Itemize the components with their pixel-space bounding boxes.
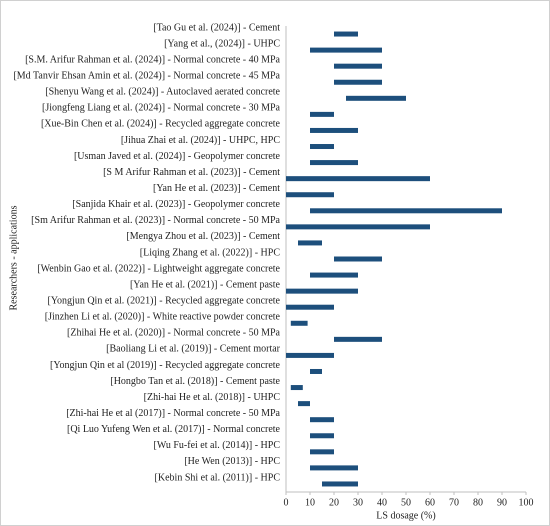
bar	[310, 47, 382, 53]
bar	[334, 79, 382, 85]
bar	[334, 256, 382, 262]
y-tick-label: [Liqing Zhang et al. (2022)] - HPC	[140, 247, 281, 258]
x-tick-label: 10	[305, 497, 315, 508]
y-tick-label: [S M Arifur Rahman et al. (2023)] - Ceme…	[103, 167, 280, 178]
y-tick-label: [Tao Gu et al. (2024)] - Cement	[153, 22, 280, 33]
x-tick-label: 40	[377, 497, 387, 508]
bar	[298, 401, 310, 407]
y-tick-label: [Md Tanvir Ehsan Amin et al. (2024)] - N…	[13, 71, 280, 82]
bar	[286, 288, 358, 294]
bar	[334, 31, 358, 37]
bar	[286, 224, 430, 230]
y-tick-label: [Hongbo Tan et al. (2018)] - Cement past…	[110, 376, 280, 387]
y-tick-label: [Jihua Zhai et al. (2024)] - UHPC, HPC	[121, 135, 280, 146]
x-tick-label: 70	[449, 497, 459, 508]
x-tick-label: 90	[497, 497, 507, 508]
bar	[286, 304, 334, 310]
y-tick-label: [Xue-Bin Chen et al. (2024)] - Recycled …	[41, 119, 281, 130]
y-tick-label: [Yongjun Qin et al. (2021)] - Recycled a…	[47, 296, 280, 307]
y-tick-label: [He Wen (2013)] - HPC	[184, 456, 280, 467]
bar	[334, 63, 382, 69]
x-tick-label: 60	[425, 497, 435, 508]
y-tick-label: [Wu Fu-fei et al. (2014)] - HPC	[153, 440, 280, 451]
bar	[322, 481, 358, 487]
y-tick-label: [Zhi-hai He et al. (2018)] - UHPC	[144, 392, 281, 403]
x-tick-label: 100	[519, 497, 534, 508]
y-tick-label: [Zhi-hai He et al (2017)] - Normal concr…	[66, 408, 280, 419]
bar	[290, 385, 303, 391]
y-axis-label: Researchers - applications	[8, 205, 19, 310]
y-tick-label: [Sanjida Khair et al. (2023)] - Geopolym…	[72, 199, 280, 210]
bar	[310, 160, 358, 166]
bar	[310, 465, 358, 471]
y-tick-label: [Shenyu Wang et al. (2024)] - Autoclaved…	[45, 87, 280, 98]
bar	[286, 192, 334, 198]
x-tick-label: 20	[329, 497, 339, 508]
y-tick-label: [Kebin Shi et al. (2011)] - HPC	[155, 472, 281, 483]
bar	[310, 208, 502, 214]
y-tick-label: [Mengya Zhou et al. (2023)] - Cement	[126, 231, 280, 242]
x-axis-label: LS dosage (%)	[376, 510, 435, 521]
y-tick-label: [Yang et al., (2024)] - UHPC	[164, 38, 280, 49]
bar	[310, 449, 334, 455]
bar	[286, 176, 430, 182]
bar	[310, 417, 334, 423]
bar	[298, 240, 322, 246]
y-tick-label: [Yan He et al. (2021)] - Cement paste	[130, 279, 281, 290]
bar	[310, 272, 358, 278]
bar	[286, 352, 334, 358]
bar	[346, 95, 406, 101]
y-tick-label: [Zhihai He et al. (2020)] - Normal concr…	[67, 328, 281, 339]
bar	[334, 336, 382, 342]
bar	[310, 368, 322, 374]
x-tick-label: 0	[284, 497, 289, 508]
x-tick-label: 80	[473, 497, 483, 508]
bar	[310, 127, 358, 133]
y-tick-label: [Wenbin Gao et al. (2022)] - Lightweight…	[37, 263, 280, 274]
y-tick-label: [Sm Arifur Rahman et al. (2023)] - Norma…	[31, 215, 280, 226]
x-tick-label: 50	[401, 497, 411, 508]
y-tick-label: [Baoliang Li et al. (2019)] - Cement mor…	[106, 344, 281, 355]
x-tick-label: 30	[353, 497, 363, 508]
y-tick-label: [Jiongfeng Liang et al. (2024)] - Normal…	[42, 103, 281, 114]
y-tick-label: [S.M. Arifur Rahman et al. (2024)] - Nor…	[25, 54, 280, 65]
bar	[310, 144, 334, 150]
bar	[310, 111, 334, 117]
y-tick-label: [Yongjun Qin et al (2019)] - Recycled ag…	[50, 360, 281, 371]
bar	[310, 433, 334, 439]
y-tick-label: [Qi Luo Yufeng Wen et al. (2017)] - Norm…	[67, 424, 281, 435]
bar	[290, 320, 308, 326]
y-tick-label: [Jinzhen Li et al. (2020)] - White react…	[45, 312, 281, 323]
y-tick-label: [Yan He et al. (2023)] - Cement	[153, 183, 280, 194]
y-tick-label: [Usman Javed et al. (2024)] - Geopolymer…	[74, 151, 281, 162]
